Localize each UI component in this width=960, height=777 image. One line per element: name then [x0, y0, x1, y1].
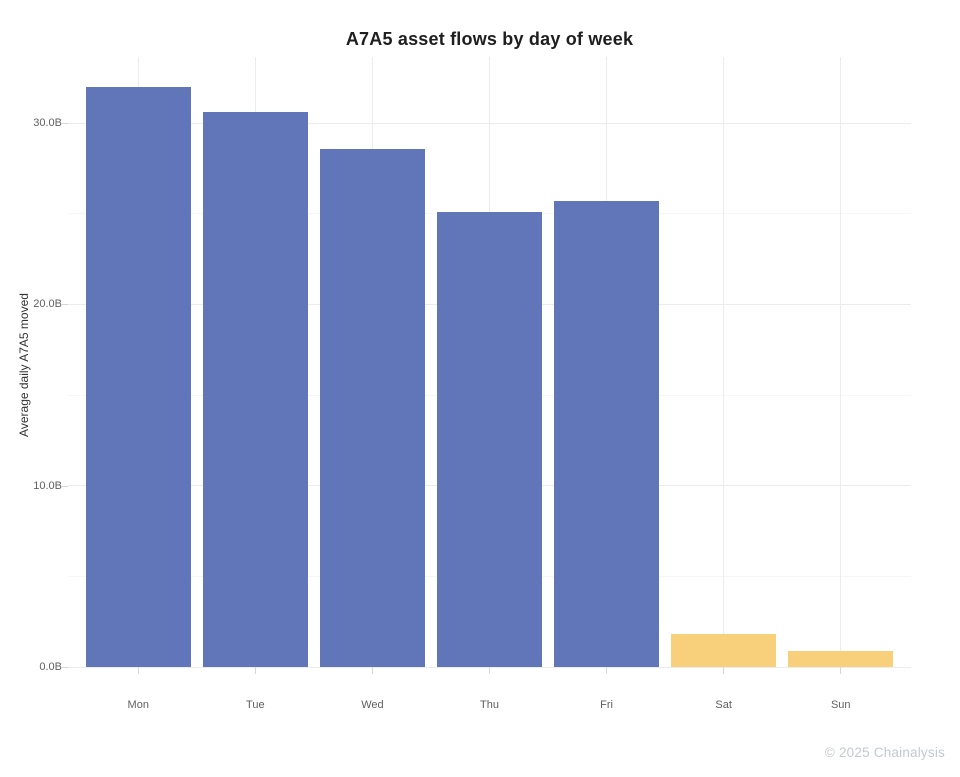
gridline-x-sat	[723, 57, 725, 667]
x-tick-label-wed: Wed	[361, 699, 384, 711]
plot-area	[68, 57, 911, 668]
x-tick-label-sun: Sun	[830, 699, 851, 711]
y-tick-label-20: 20.0B	[33, 298, 62, 311]
y-tick-20	[61, 304, 68, 306]
y-tick-30	[61, 123, 68, 125]
y-axis-title: Average daily A7A5 moved	[17, 293, 31, 437]
bar-sun	[788, 650, 894, 667]
y-tick-0	[61, 667, 68, 668]
copyright-watermark: © 2025 Chainalysis	[824, 745, 945, 760]
y-tick-10	[61, 485, 68, 487]
x-tick-label-tue: Tue	[246, 699, 265, 711]
bar-thu	[436, 212, 543, 667]
chart-title: A7A5 asset flows by day of week	[345, 29, 634, 49]
bar-wed	[319, 148, 426, 667]
x-tick-label-fri: Fri	[600, 699, 613, 711]
x-tick-sun	[840, 667, 842, 674]
x-tick-thu	[489, 667, 490, 674]
bar-tue	[202, 112, 309, 667]
x-tick-mon	[137, 667, 139, 674]
x-tick-tue	[254, 667, 256, 674]
bar-mon	[85, 86, 191, 667]
gridline-x-sun	[840, 57, 842, 667]
x-tick-label-thu: Thu	[480, 699, 499, 711]
x-tick-fri	[606, 667, 608, 674]
y-tick-label-10: 10.0B	[33, 479, 62, 492]
bar-fri	[553, 201, 660, 667]
x-tick-label-sat: Sat	[715, 699, 732, 711]
bar-sat	[670, 634, 777, 667]
x-tick-sat	[723, 667, 725, 674]
y-tick-label-0: 0.0B	[39, 661, 62, 673]
x-tick-wed	[371, 667, 373, 674]
x-tick-label-mon: Mon	[127, 699, 149, 711]
y-tick-label-30: 30.0B	[33, 117, 62, 130]
